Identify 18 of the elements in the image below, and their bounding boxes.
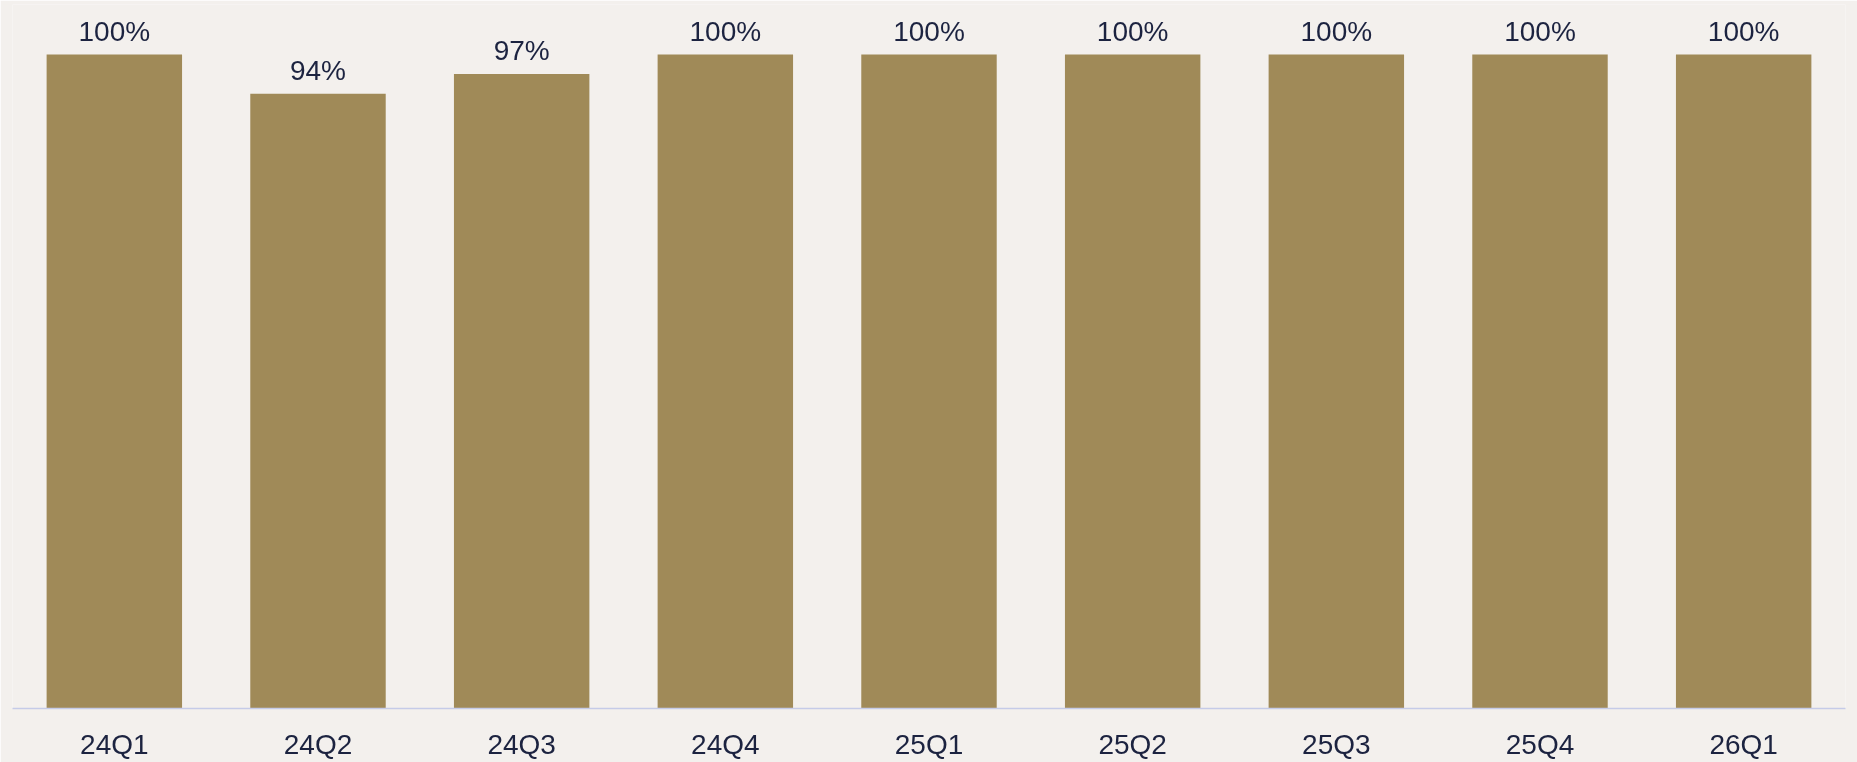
- x-tick-label: 25Q3: [1302, 728, 1371, 760]
- data-label: 100%: [1504, 15, 1576, 47]
- data-label: 100%: [689, 15, 762, 47]
- data-label: 94%: [289, 54, 347, 86]
- x-tick-label: 24Q4: [691, 728, 760, 760]
- data-label: 97%: [493, 35, 550, 67]
- x-tick-label: 26Q1: [1709, 728, 1778, 760]
- x-tick-label: 25Q4: [1505, 728, 1575, 760]
- data-label: 100%: [1300, 15, 1373, 47]
- x-tick-label: 25Q1: [894, 728, 964, 760]
- data-label: 100%: [78, 15, 151, 47]
- data-label: 100%: [1707, 15, 1780, 47]
- x-tick-label: 24Q2: [283, 728, 353, 760]
- data-label: 100%: [893, 15, 965, 47]
- x-tick-label: 25Q2: [1098, 728, 1167, 760]
- data-label: 100%: [1096, 15, 1169, 47]
- x-tick-label: 24Q3: [487, 728, 556, 760]
- x-tick-label: 24Q1: [80, 728, 149, 760]
